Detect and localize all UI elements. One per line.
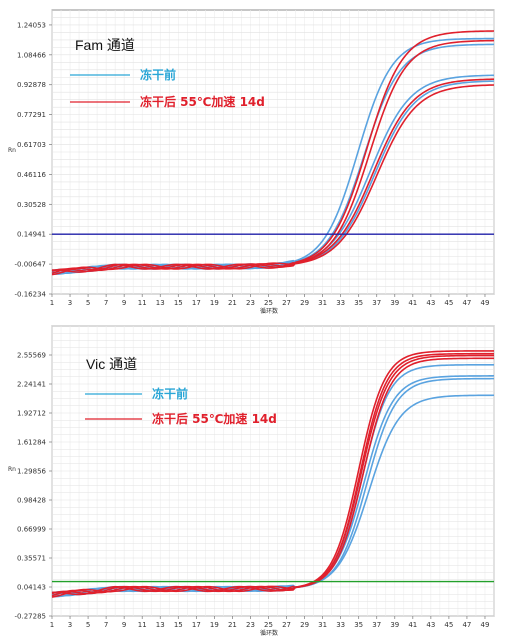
fam-series (51, 30, 495, 276)
vic-x-tick-label: 35 (354, 621, 363, 629)
vic-x-tick-label: 45 (444, 621, 453, 629)
vic-x-tick-label: 5 (86, 621, 90, 629)
fam-x-tick-label: 25 (264, 299, 273, 307)
vic-series-line-7 (51, 354, 494, 595)
vic-x-tick-label: 27 (282, 621, 291, 629)
vic-x-tick-label: 11 (138, 621, 147, 629)
fam-x-tick-label: 31 (318, 299, 327, 307)
vic-x-tick-label: 13 (156, 621, 165, 629)
fam-legend-label-2: 冻干后 55℃加速 14d (140, 94, 265, 109)
fam-chart-title: Fam 通道 (75, 37, 135, 53)
vic-x-tick-label: 25 (264, 621, 273, 629)
vic-x-tick-label: 9 (122, 621, 126, 629)
vic-x-tick-label: 33 (336, 621, 345, 629)
fam-y-tick-label: -0.16234 (15, 291, 47, 299)
vic-x-tick-label: 15 (174, 621, 183, 629)
vic-y-tick-label: 0.04143 (17, 584, 46, 592)
vic-x-tick-label: 23 (246, 621, 255, 629)
vic-y-tick-label: -0.27285 (15, 613, 46, 621)
fam-x-tick-label: 17 (192, 299, 201, 307)
vic-legend-label-1: 冻干前 (152, 386, 188, 401)
vic-x-tick-label: 31 (318, 621, 327, 629)
fam-legend-label-1: 冻干前 (140, 67, 176, 82)
fam-y-tick-label: 0.14941 (17, 231, 46, 239)
vic-chart: 2.55569 2.24141 1.92712 1.61284 1.29856 0.984… (8, 325, 495, 637)
fam-y-tick-label: 0.92878 (17, 81, 46, 89)
fam-x-tick-label: 47 (462, 299, 471, 307)
fam-y-tick-label: 0.46116 (17, 171, 46, 179)
vic-series (51, 350, 495, 598)
fam-chart: 1.24053 1.08466 0.92878 0.77291 0.61703 0.461… (8, 9, 495, 315)
fam-x-tick-label: 43 (426, 299, 435, 307)
vic-x-tick-label: 3 (68, 621, 72, 629)
vic-x-tick-label: 37 (372, 621, 381, 629)
fam-x-tick-label: 45 (444, 299, 453, 307)
fam-series-line-5 (51, 30, 495, 276)
vic-y-tick-label: 2.24141 (17, 380, 46, 388)
vic-x-tick-label: 43 (426, 621, 435, 629)
vic-y-tick-label: 1.92712 (17, 410, 46, 418)
vic-x-tick-label: 41 (408, 621, 417, 629)
fam-x-tick-label: 21 (228, 299, 237, 307)
fam-x-tick-label: 9 (122, 299, 126, 307)
fam-x-tick-label: 27 (282, 299, 291, 307)
vic-y-tick-label: 1.29856 (17, 468, 46, 476)
vic-y-tick-label: 0.35571 (17, 555, 46, 563)
fam-x-tick-label: 37 (372, 299, 381, 307)
vic-y-tick-label: 2.55569 (17, 351, 46, 359)
fam-y-tick-label: 1.08466 (17, 51, 46, 59)
vic-x-tick-label: 49 (481, 621, 490, 629)
fam-y-tick-label: 1.24053 (17, 21, 46, 29)
vic-x-tick-label: 1 (50, 621, 54, 629)
fam-series-line-7 (51, 78, 495, 272)
fam-y-tick-label: 0.77291 (17, 111, 46, 119)
fam-x-tick-label: 33 (336, 299, 345, 307)
vic-x-tick-label: 29 (300, 621, 309, 629)
fam-y-tick-label: -0.00647 (15, 261, 46, 269)
fam-x-tick-label: 29 (300, 299, 309, 307)
fam-x-tick-label: 49 (481, 299, 490, 307)
vic-y-tick-label: 1.61284 (17, 439, 46, 447)
vic-x-axis-label: 循环数 (260, 629, 278, 637)
vic-x-tick-label: 39 (390, 621, 399, 629)
vic-x-tick-label: 19 (210, 621, 219, 629)
fam-x-tick-label: 13 (156, 299, 165, 307)
fam-x-tick-label: 35 (354, 299, 363, 307)
fam-x-tick-label: 39 (390, 299, 399, 307)
vic-x-tick-label: 17 (192, 621, 201, 629)
fam-y-tick-label: 0.30528 (17, 201, 46, 209)
fam-y-tick-label: 0.61703 (17, 141, 46, 149)
fam-x-tick-label: 5 (86, 299, 90, 307)
vic-series-line-5 (51, 350, 494, 598)
fam-y-axis-label: Rn (8, 147, 16, 154)
vic-y-tick-label: 0.66999 (17, 526, 46, 534)
fam-x-tick-label: 41 (408, 299, 417, 307)
vic-series-line-8 (51, 357, 494, 596)
fam-x-tick-label: 19 (210, 299, 219, 307)
vic-x-tick-label: 21 (228, 621, 237, 629)
vic-legend-label-2: 冻干后 55℃加速 14d (152, 411, 277, 426)
vic-y-axis-label: Rn (8, 466, 16, 473)
fam-x-tick-label: 7 (104, 299, 108, 307)
vic-x-tick-label: 47 (462, 621, 471, 629)
fam-x-tick-label: 3 (68, 299, 72, 307)
fam-series-line-8 (51, 84, 495, 273)
fam-x-axis-label: 循环数 (260, 307, 278, 315)
fam-x-tick-label: 15 (174, 299, 183, 307)
fam-x-tick-label: 1 (50, 299, 54, 307)
vic-y-tick-label: 0.98428 (17, 496, 46, 504)
vic-chart-title: Vic 通道 (86, 356, 137, 372)
fam-x-tick-label: 23 (246, 299, 255, 307)
fam-x-tick-label: 11 (138, 299, 147, 307)
vic-x-tick-label: 7 (104, 621, 108, 629)
